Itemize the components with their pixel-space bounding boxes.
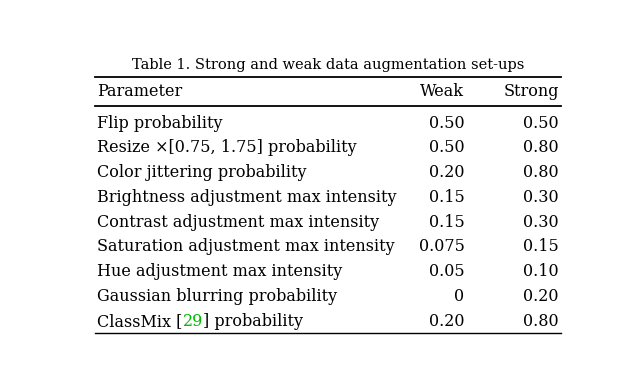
Text: 0.30: 0.30 (523, 189, 559, 206)
Text: 0.80: 0.80 (523, 139, 559, 156)
Text: 0.50: 0.50 (429, 115, 465, 132)
Text: 0.05: 0.05 (429, 263, 465, 280)
Text: Parameter: Parameter (97, 83, 182, 100)
Text: 0.30: 0.30 (523, 214, 559, 231)
Text: Strong: Strong (503, 83, 559, 100)
Text: Saturation adjustment max intensity: Saturation adjustment max intensity (97, 238, 395, 255)
Text: 0.10: 0.10 (523, 263, 559, 280)
Text: Gaussian blurring probability: Gaussian blurring probability (97, 288, 337, 305)
Text: Weak: Weak (420, 83, 465, 100)
Text: 29: 29 (183, 313, 203, 330)
Text: 0.50: 0.50 (429, 139, 465, 156)
Text: 0.15: 0.15 (429, 189, 465, 206)
Text: 0.50: 0.50 (523, 115, 559, 132)
Text: 0.20: 0.20 (429, 164, 465, 181)
Text: 0.15: 0.15 (429, 214, 465, 231)
Text: Color jittering probability: Color jittering probability (97, 164, 307, 181)
Text: ] probability: ] probability (203, 313, 303, 330)
Text: 0.075: 0.075 (419, 238, 465, 255)
Text: Hue adjustment max intensity: Hue adjustment max intensity (97, 263, 342, 280)
Text: 0.20: 0.20 (429, 313, 465, 330)
Text: Contrast adjustment max intensity: Contrast adjustment max intensity (97, 214, 380, 231)
Text: ClassMix [: ClassMix [ (97, 313, 183, 330)
Text: 0.80: 0.80 (523, 313, 559, 330)
Text: Resize ×[0.75, 1.75] probability: Resize ×[0.75, 1.75] probability (97, 139, 357, 156)
Text: 0.20: 0.20 (523, 288, 559, 305)
Text: Brightness adjustment max intensity: Brightness adjustment max intensity (97, 189, 397, 206)
Text: 0: 0 (454, 288, 465, 305)
Text: Flip probability: Flip probability (97, 115, 223, 132)
Text: Table 1. Strong and weak data augmentation set-ups: Table 1. Strong and weak data augmentati… (132, 58, 524, 72)
Text: 0.80: 0.80 (523, 164, 559, 181)
Text: 0.15: 0.15 (523, 238, 559, 255)
